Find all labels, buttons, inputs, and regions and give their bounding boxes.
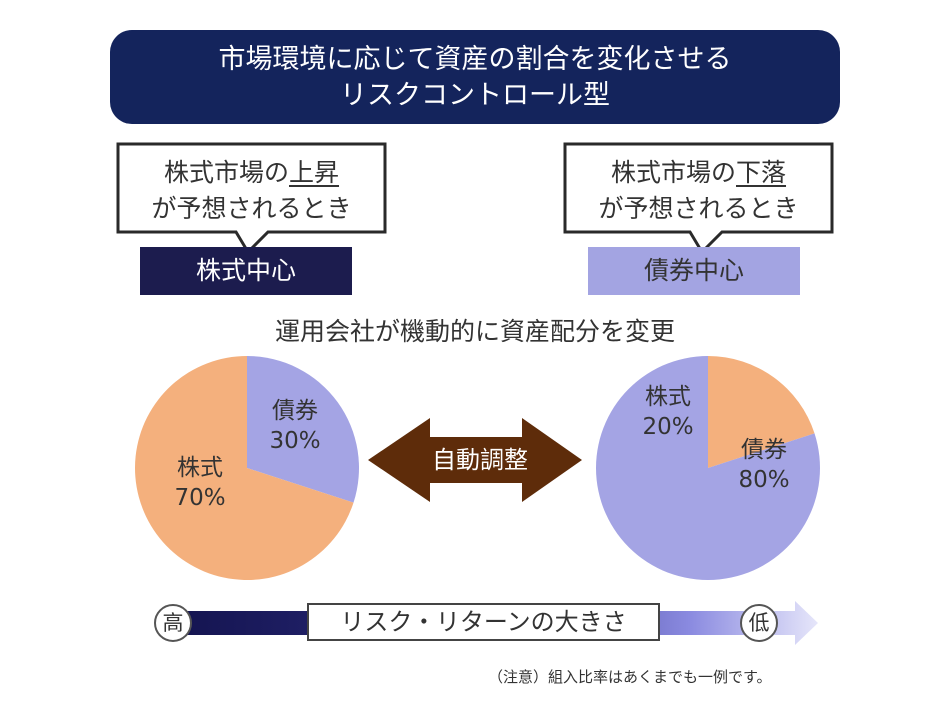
right-bubble-prefix: 株式市場の: [610, 158, 736, 187]
right-pie-chart: [596, 356, 820, 580]
right-bubble-emphasis: 下落: [736, 158, 787, 187]
header-title-line2: リスクコントロール型: [340, 80, 610, 111]
left-pie-slice-1: [247, 356, 360, 503]
auto-adjust-double-arrow: [368, 418, 582, 502]
bond-focus-box: 債券中心: [588, 247, 800, 295]
left-pie-stock-name: 株式: [177, 455, 223, 481]
right-bubble-text: 株式市場の下落 が予想されるとき: [565, 155, 832, 227]
left-speech-bubble: [116, 142, 387, 255]
left-pie-bond-name: 債券: [272, 398, 318, 424]
right-pie-stock-name: 株式: [645, 384, 691, 410]
right-pie-bond-label: 債券 80%: [724, 435, 804, 495]
left-pie-slice-2: [135, 355, 354, 580]
left-pie-chart: [135, 355, 360, 580]
right-pie-slice-1: [708, 356, 815, 468]
left-bubble-prefix: 株式市場の: [163, 158, 289, 187]
auto-adjust-label: 自動調整: [432, 446, 528, 474]
risk-low-circle: 低: [740, 604, 778, 642]
right-speech-bubble: [563, 142, 834, 255]
header-title-line1: 市場環境に応じて資産の割合を変化させる: [218, 44, 732, 75]
stock-focus-box: 株式中心: [140, 247, 352, 295]
left-pie-stock-value: 70%: [174, 485, 226, 511]
right-bubble-line2: が予想されるとき: [598, 194, 799, 223]
right-pie-slice-2: [596, 356, 820, 580]
left-pie-bond-label: 債券 30%: [255, 396, 335, 456]
header-banner: 市場環境に応じて資産の割合を変化させる リスクコントロール型: [110, 30, 840, 124]
left-bubble-line2: が予想されるとき: [151, 194, 352, 223]
risk-return-label: リスク・リターンの大きさ: [307, 603, 660, 641]
footnote: （注意）組入比率はあくまでも一例です。: [488, 668, 772, 686]
left-pie-bond-value: 30%: [269, 428, 321, 454]
risk-high-circle: 高: [154, 604, 192, 642]
right-pie-bond-value: 80%: [738, 467, 790, 493]
left-bubble-text: 株式市場の上昇 が予想されるとき: [118, 155, 385, 227]
left-pie-stock-label: 株式 70%: [160, 453, 240, 513]
right-pie-stock-value: 20%: [642, 414, 694, 440]
right-pie-bond-name: 債券: [741, 437, 787, 463]
left-bubble-emphasis: 上昇: [289, 158, 340, 187]
right-pie-stock-label: 株式 20%: [628, 382, 708, 442]
subtitle: 運用会社が機動的に資産配分を変更: [274, 317, 675, 346]
